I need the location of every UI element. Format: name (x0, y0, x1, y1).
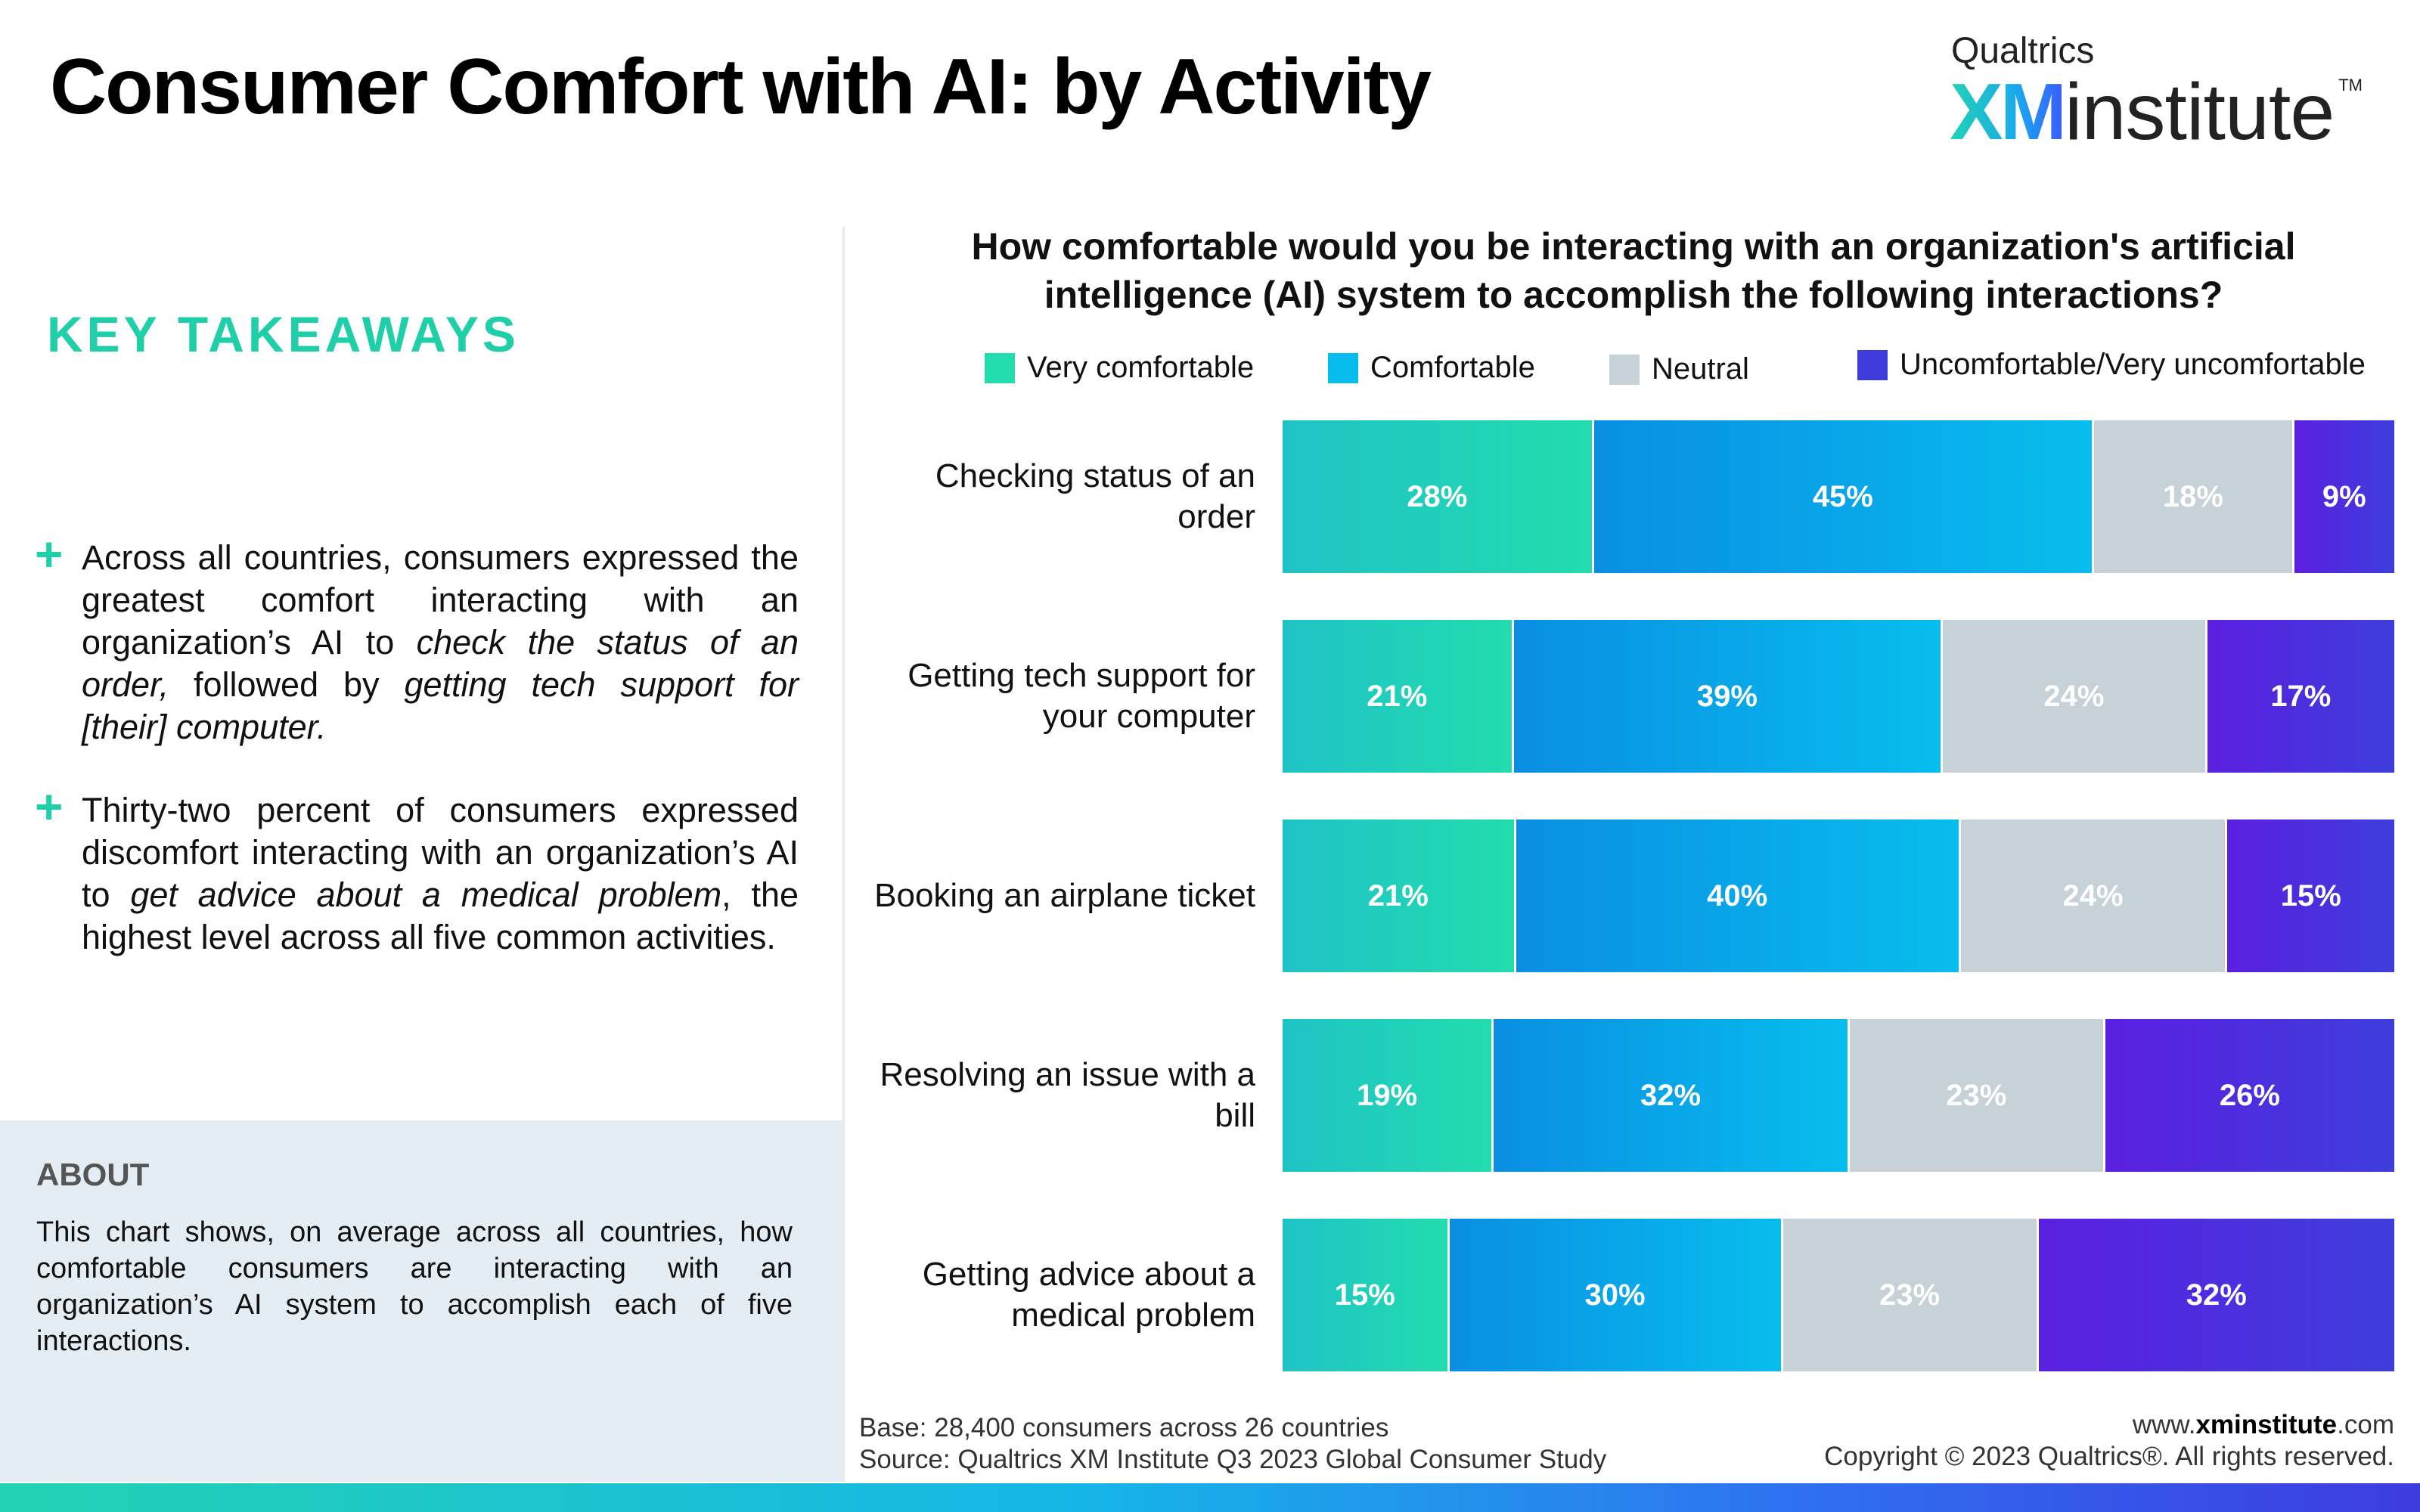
legend-item-neutral: Neutral (1609, 352, 1749, 386)
bar-segment-comfortable: 45% (1593, 420, 2095, 573)
bar-segment-uncomfortable: 15% (2227, 820, 2394, 972)
bar-row: 15% 30% 23% 32% (1283, 1219, 2394, 1371)
data-label: 32% (2186, 1278, 2247, 1312)
about-text: This chart shows, on average across all … (36, 1216, 793, 1357)
legend-item-very-comfortable: Very comfortable (985, 351, 1254, 385)
logo-tm-text: TM (2338, 76, 2363, 94)
bottom-gradient-band (0, 1483, 2420, 1512)
data-label: 30% (1584, 1278, 1646, 1312)
category-label: Getting tech support for your computer (908, 657, 1255, 735)
data-label: 23% (1879, 1278, 1941, 1312)
data-label: 19% (1357, 1078, 1418, 1112)
legend-swatch (985, 352, 1015, 383)
bar-segment-uncomfortable: 9% (2294, 420, 2394, 573)
takeaway-item: + Thirty-two percent of consumers expres… (35, 779, 799, 959)
legend-swatch (1328, 352, 1358, 383)
about-title: ABOUT (36, 1157, 150, 1192)
chart-title: How comfortable would you be interacting… (971, 225, 2296, 316)
data-label: 40% (1707, 878, 1768, 912)
footer-website-copyright: www.xminstitute.com Copyright © 2023 Qua… (1824, 1409, 2394, 1473)
bar-segment-neutral: 24% (1960, 820, 2228, 972)
data-label: 21% (1367, 679, 1428, 713)
bar-segment-very-comfortable: 15% (1283, 1219, 1450, 1371)
bar-segment-neutral: 23% (1849, 1019, 2105, 1172)
bar-segment-neutral: 23% (1782, 1219, 2039, 1371)
data-label: 17% (2270, 679, 2332, 713)
category-label: Resolving an issue with a bill (880, 1056, 1255, 1134)
bar-row: 28% 45% 18% 9% (1283, 420, 2394, 573)
copyright-text: Copyright © 2023 Qualtrics®. All rights … (1824, 1442, 2394, 1471)
logo-qualtrics-text: Qualtrics (1951, 31, 2095, 71)
plus-icon: + (35, 527, 64, 581)
category-label: Getting advice about a medical problem (922, 1256, 1255, 1334)
bar-segment-uncomfortable: 17% (2207, 620, 2394, 773)
data-label: 28% (1407, 479, 1468, 513)
bar-segment-very-comfortable: 21% (1283, 620, 1514, 773)
data-label: 15% (2280, 878, 2341, 912)
takeaway-text: Across all countries, consumers expresse… (82, 538, 799, 746)
bar-segment-comfortable: 32% (1494, 1019, 1850, 1172)
takeaway-text: Thirty-two percent of consumers expresse… (82, 791, 799, 956)
bar-segment-comfortable: 40% (1516, 820, 1961, 972)
bar-segment-uncomfortable: 32% (2038, 1219, 2394, 1371)
bar-row: 19% 32% 23% 26% (1283, 1019, 2394, 1172)
base-note: Base: 28,400 consumers across 26 countri… (859, 1413, 1389, 1442)
bar-row: 21% 39% 24% 17% (1283, 620, 2394, 773)
data-label: 21% (1367, 878, 1429, 912)
logo-xm-text: XM (1950, 67, 2067, 156)
logo-institute-text: institute (2065, 67, 2335, 156)
legend-label: Very comfortable (1027, 351, 1255, 384)
legend-item-uncomfortable: Uncomfortable/Very uncomfortable (1857, 348, 2366, 382)
bar-segment-comfortable: 30% (1449, 1219, 1783, 1371)
bar-segment-comfortable: 39% (1513, 620, 1944, 773)
data-label: 45% (1812, 479, 1873, 513)
bar-segment-very-comfortable: 21% (1283, 820, 1516, 972)
bar-segment-neutral: 18% (2094, 420, 2294, 573)
bar-segment-very-comfortable: 19% (1283, 1019, 1494, 1172)
xm-institute-logo: Qualtrics XM institute TM (1944, 30, 2367, 156)
legend-label: Comfortable (1370, 351, 1535, 384)
data-label: 39% (1696, 679, 1758, 713)
key-takeaways-title: KEY TAKEAWAYS (47, 306, 520, 362)
legend-label: Neutral (1652, 352, 1749, 386)
data-label: 18% (2162, 479, 2223, 513)
legend-swatch (1857, 349, 1888, 380)
data-label: 32% (1640, 1078, 1702, 1112)
about-panel: ABOUT This chart shows, on average acros… (0, 1120, 842, 1482)
bar-row: 21% 40% 24% 15% (1283, 820, 2394, 972)
data-label: 24% (2062, 878, 2124, 912)
legend-item-comfortable: Comfortable (1328, 351, 1535, 385)
data-label: 9% (2322, 479, 2366, 513)
plus-icon: + (35, 779, 64, 834)
data-label: 26% (2219, 1078, 2280, 1112)
footer-base-source: Base: 28,400 consumers across 26 countri… (859, 1412, 1606, 1476)
data-label: 15% (1334, 1278, 1395, 1312)
data-label: 23% (1946, 1078, 2007, 1112)
page-title: Consumer Comfort with AI: by Activity (50, 43, 1432, 131)
takeaway-item: + Across all countries, consumers expres… (35, 527, 799, 748)
bar-segment-neutral: 24% (1943, 620, 2207, 773)
data-label: 24% (2043, 679, 2105, 713)
panel-divider (842, 227, 845, 1482)
website-link[interactable]: www.xminstitute.com (2132, 1410, 2394, 1439)
legend-label: Uncomfortable/Very uncomfortable (1900, 348, 2366, 381)
legend-swatch (1609, 354, 1640, 385)
bar-segment-uncomfortable: 26% (2105, 1019, 2394, 1172)
bar-segment-very-comfortable: 28% (1283, 420, 1594, 573)
category-label: Checking status of an order (935, 457, 1255, 535)
category-label: Booking an airplane ticket (874, 877, 1255, 914)
source-note: Source: Qualtrics XM Institute Q3 2023 G… (859, 1445, 1607, 1474)
